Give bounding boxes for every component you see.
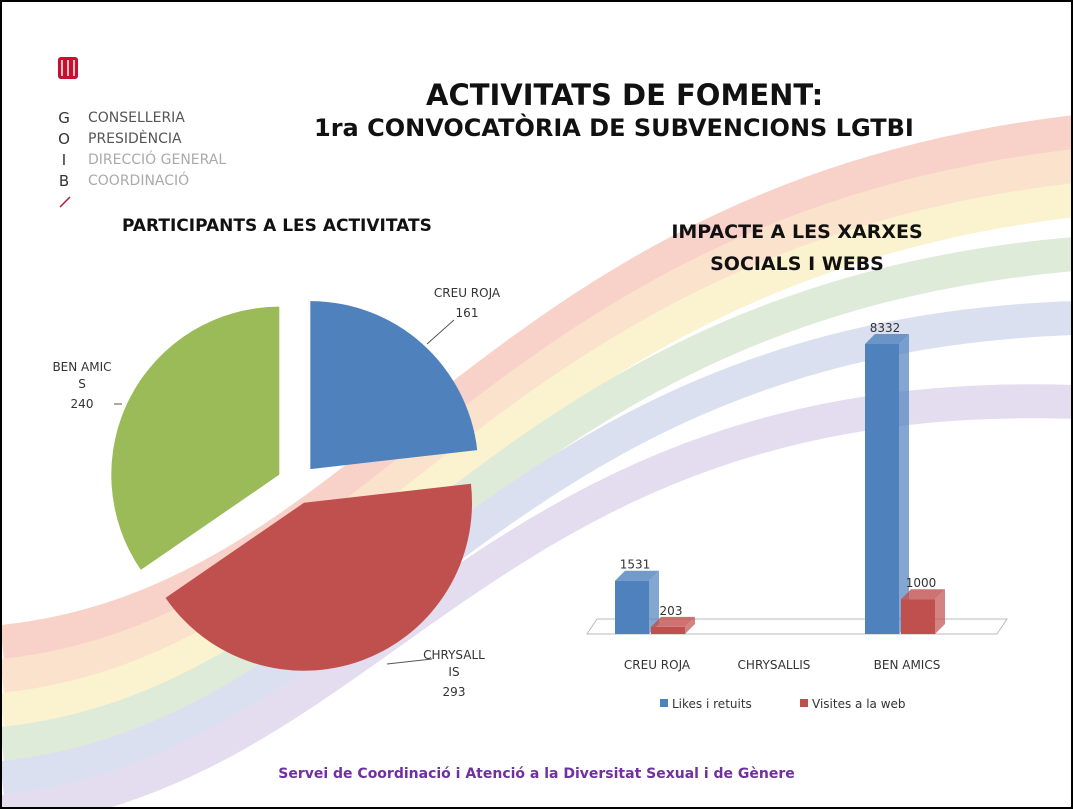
legend-swatch bbox=[800, 699, 808, 707]
bar bbox=[615, 580, 649, 634]
pie-label-name: CREU ROJA bbox=[433, 286, 501, 300]
bar-top bbox=[615, 570, 659, 581]
bar-top bbox=[901, 589, 945, 600]
x-tick-label: BEN AMICS bbox=[874, 658, 941, 672]
legend-label: Likes i retuits bbox=[672, 697, 752, 711]
bar bbox=[865, 344, 899, 634]
pie-label-value: 293 bbox=[442, 685, 466, 699]
bar bbox=[651, 626, 685, 634]
pie-label-value: 240 bbox=[70, 397, 94, 411]
bar-side bbox=[899, 334, 909, 634]
bar-side bbox=[649, 570, 659, 634]
logo-line: CONSELLERIA bbox=[88, 110, 185, 126]
logo-line: PRESIDÈNCIA bbox=[88, 130, 182, 147]
logo-letter: I bbox=[62, 151, 66, 169]
title: ACTIVITATS DE FOMENT: bbox=[426, 78, 824, 112]
logo-line: COORDINACIÓ bbox=[88, 171, 189, 189]
bar-title: IMPACTE A LES XARXES SOCIALS I WEBS bbox=[671, 221, 923, 275]
x-tick-label: CHRYSALLIS bbox=[738, 658, 811, 672]
pie-slice bbox=[165, 483, 473, 671]
leader-line bbox=[386, 658, 433, 665]
pie-label-name: BEN AMICS bbox=[52, 360, 112, 391]
subtitle: 1ra CONVOCATÒRIA DE SUBVENCIONS LGTBI bbox=[314, 114, 914, 142]
pie-slice bbox=[111, 306, 280, 570]
footer: Servei de Coordinació i Atenció a la Div… bbox=[278, 766, 795, 782]
title-block: ACTIVITATS DE FOMENT: 1ra CONVOCATÒRIA D… bbox=[2, 78, 1071, 142]
logo-letter: G bbox=[58, 109, 70, 127]
pie-label-name: CHRYSALLIS bbox=[423, 648, 485, 679]
bar-side bbox=[935, 589, 945, 634]
pie-slice bbox=[310, 301, 478, 470]
legend-swatch bbox=[660, 699, 668, 707]
value-label: 1000 bbox=[906, 576, 937, 590]
logo-line: DIRECCIÓ GENERAL bbox=[88, 150, 226, 168]
bar-top bbox=[865, 334, 909, 344]
legend-label: Visites a la web bbox=[812, 697, 906, 711]
value-label: 1531 bbox=[620, 558, 651, 572]
logo-icon bbox=[58, 57, 78, 208]
bar-top bbox=[651, 616, 695, 627]
logo-letter: B bbox=[59, 172, 69, 190]
logo-letter: O bbox=[58, 130, 70, 148]
value-label: 203 bbox=[660, 604, 683, 618]
bar-side bbox=[685, 616, 695, 634]
leader-line bbox=[426, 319, 455, 345]
pie-title: PARTICIPANTS A LES ACTIVITATS bbox=[122, 216, 432, 236]
pie-label-value: 161 bbox=[455, 306, 479, 320]
value-label: 8332 bbox=[870, 321, 901, 335]
bar bbox=[901, 599, 935, 634]
x-tick-label: CREU ROJA bbox=[624, 658, 691, 672]
